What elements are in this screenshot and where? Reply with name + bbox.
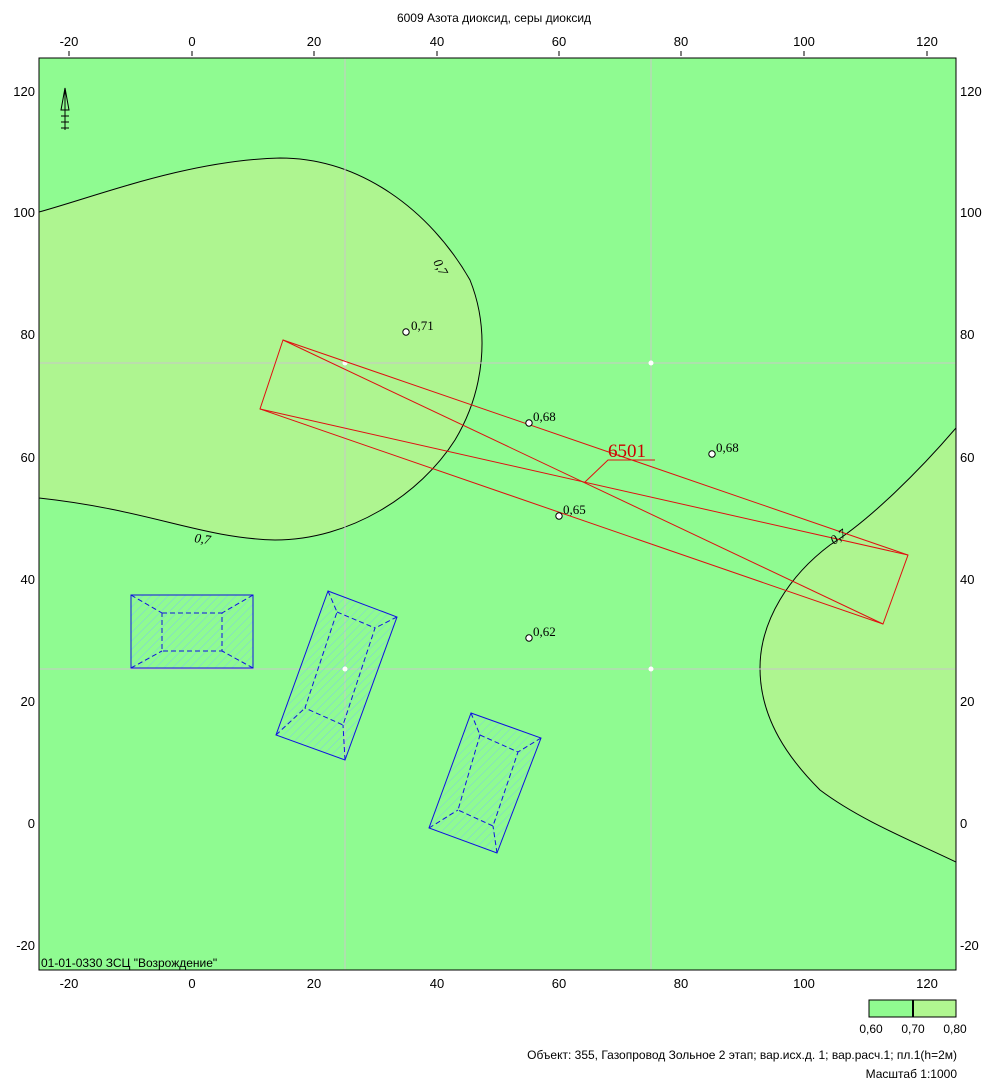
y-axis-left: 120 100 80 60 40 20 0 -20 bbox=[13, 84, 35, 953]
map-title: 6009 Азота диоксид, серы диоксид bbox=[397, 11, 591, 25]
isoline-label: 0,7 bbox=[194, 530, 213, 547]
building-2 bbox=[275, 590, 398, 761]
x-tick-label: -20 bbox=[60, 976, 79, 991]
map-frame bbox=[38, 57, 957, 971]
building-3 bbox=[428, 712, 542, 854]
building-1 bbox=[130, 594, 254, 669]
y-axis-right: 120 100 80 60 40 20 0 -20 bbox=[960, 84, 982, 953]
x-tick-label: 100 bbox=[793, 976, 815, 991]
x-tick-label: 100 bbox=[793, 34, 815, 49]
x-tick-label: 40 bbox=[430, 976, 444, 991]
calc-points bbox=[402, 328, 716, 642]
legend-swatch-low bbox=[868, 999, 914, 1018]
legend-label: 0,60 bbox=[859, 1022, 883, 1036]
y-tick-label: 20 bbox=[21, 694, 35, 709]
emission-source-6501 bbox=[259, 339, 909, 625]
x-tick-label: 120 bbox=[916, 34, 938, 49]
high-zone-right bbox=[759, 427, 956, 863]
x-tick-label: 80 bbox=[674, 34, 688, 49]
x-tick-label: 60 bbox=[552, 34, 566, 49]
x-tick-label: 120 bbox=[916, 976, 938, 991]
isoline-label: 0,7 bbox=[430, 256, 451, 278]
y-tick-label: 40 bbox=[960, 572, 974, 587]
object-caption: Объект: 355, Газопровод Зольное 2 этап; … bbox=[527, 1048, 957, 1062]
x-tick-label: 60 bbox=[552, 976, 566, 991]
point-label: 0,68 bbox=[533, 409, 556, 424]
y-tick-label: -20 bbox=[16, 938, 35, 953]
y-tick-label: 0 bbox=[960, 816, 967, 831]
legend: 0,60 0,70 0,80 bbox=[859, 999, 967, 1036]
x-tick-label: -20 bbox=[60, 34, 79, 49]
x-tick-label: 40 bbox=[430, 34, 444, 49]
y-tick-label: 20 bbox=[960, 694, 974, 709]
y-tick-label: 40 bbox=[21, 572, 35, 587]
y-tick-label: 0 bbox=[28, 816, 35, 831]
legend-swatch-high bbox=[912, 999, 957, 1018]
point-label: 0,68 bbox=[716, 440, 739, 455]
legend-label: 0,80 bbox=[943, 1022, 967, 1036]
organization-label: 01-01-0330 ЗСЦ "Возрождение" bbox=[41, 956, 217, 970]
y-tick-label: 100 bbox=[13, 205, 35, 220]
x-tick-label: 80 bbox=[674, 976, 688, 991]
y-tick-label: 60 bbox=[960, 450, 974, 465]
point-label: 0,62 bbox=[533, 624, 556, 639]
point-label: 0,71 bbox=[411, 318, 434, 333]
y-tick-label: 120 bbox=[960, 84, 982, 99]
y-tick-label: 120 bbox=[13, 84, 35, 99]
high-zone-left bbox=[39, 157, 483, 541]
source-label: 6501 bbox=[608, 441, 646, 462]
point-label: 0,65 bbox=[563, 502, 586, 517]
x-tick-label: 0 bbox=[188, 34, 195, 49]
x-tick-label: 0 bbox=[188, 976, 195, 991]
y-tick-label: 80 bbox=[21, 327, 35, 342]
y-tick-label: 100 bbox=[960, 205, 982, 220]
y-tick-label: 80 bbox=[960, 327, 974, 342]
y-tick-label: 60 bbox=[21, 450, 35, 465]
y-tick-label: -20 bbox=[960, 938, 979, 953]
legend-label: 0,70 bbox=[901, 1022, 925, 1036]
x-axis-top: -20 0 20 40 60 80 100 120 bbox=[60, 34, 938, 56]
x-tick-label: 20 bbox=[307, 976, 321, 991]
scale-caption: Масштаб 1:1000 bbox=[866, 1067, 958, 1081]
x-tick-label: 20 bbox=[307, 34, 321, 49]
x-axis-bottom: -20 0 20 40 60 80 100 120 bbox=[60, 976, 938, 991]
north-arrow-icon bbox=[60, 87, 70, 130]
